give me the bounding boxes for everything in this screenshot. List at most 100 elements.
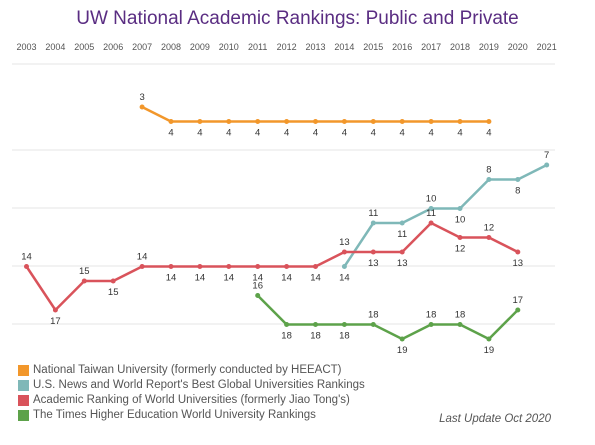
point-the-2016 xyxy=(399,336,405,342)
point-arwu-2012 xyxy=(284,264,290,269)
data-label-arwu-2005: 15 xyxy=(79,266,90,277)
data-label-arwu-2004: 17 xyxy=(50,316,61,327)
data-label-ntu-2011: 4 xyxy=(255,128,260,139)
x-tick-label-2009: 2009 xyxy=(190,42,210,52)
point-arwu-2011 xyxy=(255,264,261,269)
legend-item-usnews: U.S. News and World Report's Best Global… xyxy=(18,378,365,393)
data-label-usnews-2014: 14 xyxy=(339,273,350,284)
point-usnews-2017 xyxy=(428,206,434,211)
point-arwu-2017 xyxy=(428,220,434,226)
legend-swatch-ntu xyxy=(18,365,29,376)
data-label-ntu-2016: 4 xyxy=(400,128,405,139)
point-the-2012 xyxy=(284,322,290,327)
point-usnews-2020 xyxy=(515,177,521,182)
point-arwu-2014 xyxy=(341,249,347,255)
x-tick-label-2019: 2019 xyxy=(479,42,499,52)
data-label-the-2012: 18 xyxy=(281,331,292,342)
data-label-ntu-2014: 4 xyxy=(342,128,347,139)
point-ntu-2009 xyxy=(197,119,203,124)
data-label-arwu-2006: 15 xyxy=(108,287,119,298)
data-label-the-2016: 19 xyxy=(397,345,408,356)
series-line-arwu xyxy=(25,221,520,312)
legend-label-arwu: Academic Ranking of World Universities (… xyxy=(33,394,350,406)
point-ntu-2015 xyxy=(370,119,376,124)
point-ntu-2017 xyxy=(428,119,434,124)
x-tick-label-2021: 2021 xyxy=(537,42,557,52)
point-ntu-2018 xyxy=(457,119,463,124)
x-tick-label-2014: 2014 xyxy=(334,42,354,52)
data-label-the-2015: 18 xyxy=(368,310,379,321)
legend-item-ntu: National Taiwan University (formerly con… xyxy=(18,363,365,378)
data-label-arwu-2018: 12 xyxy=(455,244,466,255)
series-line-usnews xyxy=(343,163,548,268)
x-tick-label-2017: 2017 xyxy=(421,42,441,52)
data-label-the-2014: 18 xyxy=(339,331,350,342)
point-the-2014 xyxy=(341,322,347,327)
legend-label-ntu: National Taiwan University (formerly con… xyxy=(33,364,342,376)
point-usnews-2016 xyxy=(399,220,405,226)
data-label-the-2020: 17 xyxy=(513,295,524,306)
point-arwu-2016 xyxy=(399,249,405,255)
point-usnews-2019 xyxy=(486,177,492,182)
point-usnews-2021 xyxy=(544,162,550,168)
point-usnews-2018 xyxy=(457,206,463,211)
point-arwu-2004 xyxy=(52,307,58,313)
legend-swatch-usnews xyxy=(18,380,29,391)
data-label-ntu-2010: 4 xyxy=(226,128,231,139)
data-label-ntu-2007: 3 xyxy=(139,92,144,103)
data-label-the-2018: 18 xyxy=(455,310,466,321)
point-ntu-2012 xyxy=(284,119,290,124)
point-arwu-2003 xyxy=(24,264,29,269)
data-label-ntu-2012: 4 xyxy=(284,128,289,139)
legend-swatch-the xyxy=(18,410,29,421)
x-tick-label-2010: 2010 xyxy=(219,42,239,52)
point-ntu-2014 xyxy=(341,119,347,124)
data-label-ntu-2008: 4 xyxy=(168,128,173,139)
legend-label-usnews: U.S. News and World Report's Best Global… xyxy=(33,379,365,391)
data-label-usnews-2021: 7 xyxy=(544,150,549,161)
point-arwu-2005 xyxy=(81,278,87,284)
x-tick-label-2012: 2012 xyxy=(277,42,297,52)
data-label-arwu-2008: 14 xyxy=(166,273,177,284)
legend: National Taiwan University (formerly con… xyxy=(18,363,365,423)
point-the-2013 xyxy=(313,322,318,327)
data-label-ntu-2018: 4 xyxy=(457,128,462,139)
data-label-arwu-2007: 14 xyxy=(137,252,148,263)
point-arwu-2009 xyxy=(197,264,203,269)
data-label-arwu-2012: 14 xyxy=(281,273,292,284)
point-ntu-2010 xyxy=(226,119,232,124)
x-tick-label-2006: 2006 xyxy=(103,42,123,52)
x-tick-label-2011: 2011 xyxy=(248,42,267,52)
x-tick-label-2018: 2018 xyxy=(450,42,470,52)
data-label-arwu-2011: 14 xyxy=(252,273,263,284)
data-label-arwu-2016: 13 xyxy=(397,258,408,269)
point-ntu-2013 xyxy=(313,119,318,124)
point-arwu-2006 xyxy=(110,278,116,284)
point-the-2018 xyxy=(457,322,463,327)
data-label-arwu-2009: 14 xyxy=(195,273,206,284)
point-ntu-2007 xyxy=(139,104,145,110)
point-ntu-2019 xyxy=(486,119,492,124)
x-tick-label-2005: 2005 xyxy=(74,42,94,52)
point-arwu-2007 xyxy=(139,264,145,269)
data-label-arwu-2003: 14 xyxy=(21,252,32,263)
data-label-arwu-2020: 13 xyxy=(513,258,524,269)
x-tick-label-2020: 2020 xyxy=(508,42,528,52)
point-ntu-2016 xyxy=(399,119,405,124)
point-arwu-2020 xyxy=(515,249,521,255)
data-label-ntu-2019: 4 xyxy=(486,128,491,139)
data-label-arwu-2015: 13 xyxy=(368,258,379,269)
point-arwu-2008 xyxy=(168,264,174,269)
x-tick-label-2008: 2008 xyxy=(161,42,181,52)
point-the-2020 xyxy=(515,307,521,313)
point-arwu-2010 xyxy=(226,264,232,269)
data-label-ntu-2017: 4 xyxy=(428,128,433,139)
data-label-the-2017: 18 xyxy=(426,310,437,321)
legend-label-the: The Times Higher Education World Univers… xyxy=(33,409,316,421)
data-label-usnews-2019: 8 xyxy=(486,165,491,176)
point-arwu-2015 xyxy=(370,249,376,255)
data-label-usnews-2018: 10 xyxy=(455,215,466,226)
point-ntu-2008 xyxy=(168,119,174,124)
data-label-arwu-2017: 11 xyxy=(426,208,436,219)
